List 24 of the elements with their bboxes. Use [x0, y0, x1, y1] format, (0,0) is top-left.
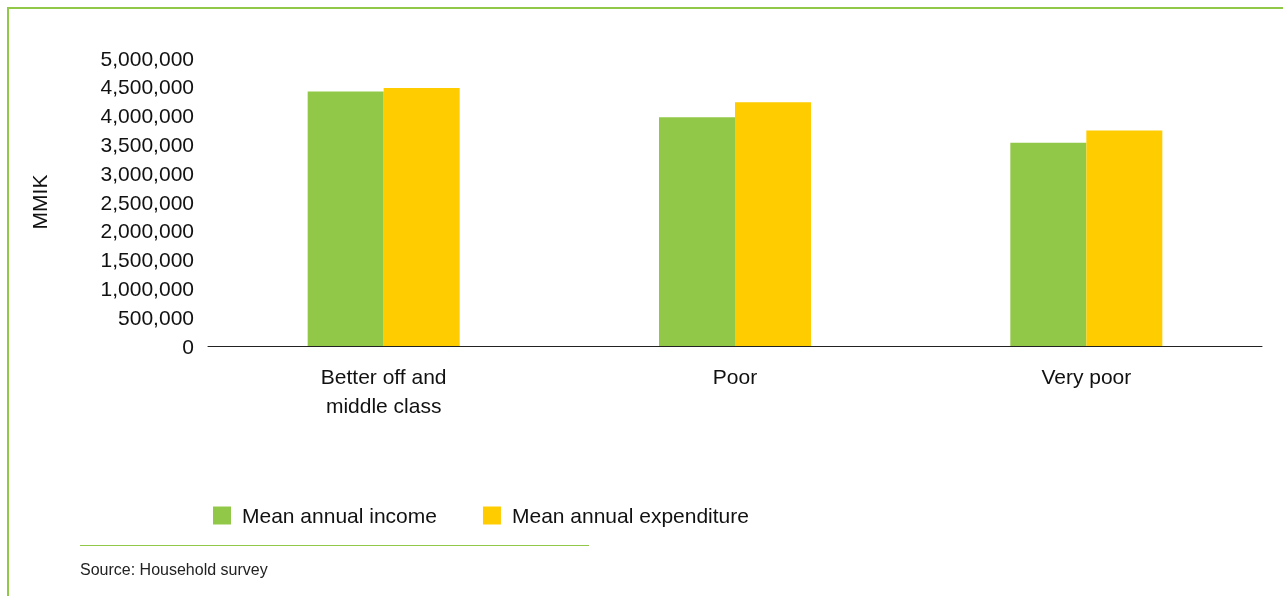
bar [383, 87, 460, 346]
y-tick-label: 1,500,000 [100, 248, 194, 272]
x-tick-label: Poor [712, 365, 758, 388]
y-tick-label: 4,500,000 [100, 75, 194, 99]
bar [1010, 142, 1087, 346]
y-tick-label: 5,000,000 [100, 46, 194, 70]
y-tick-label: 2,500,000 [100, 190, 194, 214]
y-axis-title: MMIK [28, 174, 51, 230]
x-tick-label: Better off and middle class [320, 365, 447, 417]
y-tick-label: 4,000,000 [100, 104, 194, 128]
y-tick-label: 3,500,000 [100, 132, 194, 156]
y-tick-label: 500,000 [118, 305, 194, 329]
y-tick-label: 1,000,000 [100, 276, 194, 300]
y-tick-label: 3,000,000 [100, 161, 194, 185]
y-tick-label: 2,000,000 [100, 219, 194, 243]
bar [659, 117, 735, 346]
x-tick-label: Very poor [1041, 365, 1132, 388]
source-note: Source: Household survey [80, 561, 268, 579]
bar [307, 91, 384, 346]
legend-label: Mean annual income [242, 504, 437, 527]
y-tick-label: 0 [182, 334, 194, 358]
legend-label: Mean annual expenditure [511, 504, 749, 527]
bar [735, 102, 811, 346]
bar [1086, 130, 1163, 346]
